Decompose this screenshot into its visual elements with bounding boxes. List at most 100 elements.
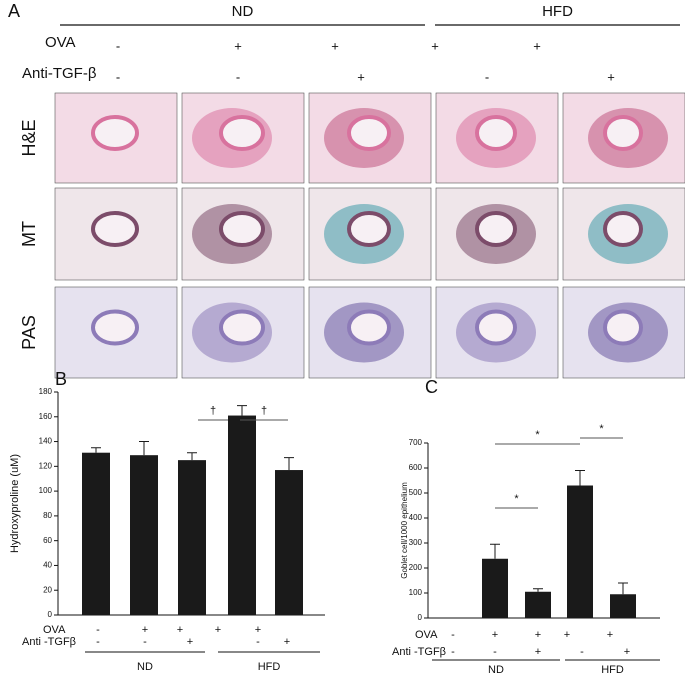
y-tick-label: 80 bbox=[43, 511, 52, 520]
sign: - bbox=[485, 69, 489, 84]
sign: + bbox=[215, 624, 221, 636]
sign: - bbox=[256, 636, 260, 648]
sign: + bbox=[624, 646, 630, 658]
airway bbox=[347, 309, 391, 346]
error-bar bbox=[533, 588, 543, 592]
y-tick-label: 180 bbox=[39, 387, 53, 396]
y-tick-label: 20 bbox=[43, 585, 52, 594]
group-label: HFD bbox=[542, 3, 573, 20]
error-bar bbox=[91, 447, 101, 453]
bar bbox=[130, 455, 158, 615]
significance-label: † bbox=[261, 405, 267, 417]
group-label: ND bbox=[488, 664, 504, 675]
y-tick-label: 100 bbox=[39, 486, 53, 495]
airway bbox=[91, 309, 139, 346]
y-axis-label: Goblet cell/1000 epithelium bbox=[400, 482, 409, 579]
sign: + bbox=[177, 624, 183, 636]
sign: - bbox=[451, 646, 455, 658]
tiles bbox=[54, 92, 685, 379]
row-label: OVA bbox=[415, 629, 438, 641]
sign: + bbox=[234, 38, 242, 53]
airway bbox=[91, 115, 139, 151]
airway bbox=[603, 115, 643, 151]
y-tick-label: 120 bbox=[39, 461, 53, 470]
y-tick-label: 600 bbox=[409, 463, 423, 472]
panel-label: C bbox=[425, 377, 438, 397]
sign: + bbox=[255, 624, 261, 636]
group-label: HFD bbox=[258, 661, 281, 673]
error-bar bbox=[237, 405, 247, 416]
y-tick-label: 40 bbox=[43, 561, 52, 570]
stain-label: H&E bbox=[19, 119, 39, 156]
y-tick-label: 200 bbox=[409, 563, 423, 572]
error-bar bbox=[139, 441, 149, 456]
airway bbox=[475, 211, 517, 247]
stain-label: MT bbox=[19, 221, 39, 247]
significance-label: † bbox=[210, 405, 216, 417]
y-axis-label: Hydroxyproline (uM) bbox=[9, 454, 21, 553]
bar bbox=[275, 470, 303, 615]
y-tick-label: 140 bbox=[39, 437, 53, 446]
bar bbox=[482, 558, 508, 618]
sign: + bbox=[533, 38, 541, 53]
group-label: HFD bbox=[601, 664, 624, 675]
airway bbox=[219, 309, 265, 346]
significance-label: * bbox=[599, 423, 604, 435]
panel-label: B bbox=[55, 369, 67, 389]
airway bbox=[91, 211, 139, 247]
bar bbox=[525, 591, 551, 618]
sign: - bbox=[236, 69, 240, 84]
y-tick-label: 60 bbox=[43, 536, 52, 545]
significance-label: * bbox=[535, 429, 540, 441]
row-label: OVA bbox=[45, 34, 76, 51]
bar bbox=[567, 485, 593, 618]
bar bbox=[610, 594, 636, 618]
sign: + bbox=[284, 636, 290, 648]
row-label: OVA bbox=[43, 624, 66, 636]
bar bbox=[178, 460, 206, 615]
airway bbox=[347, 211, 391, 247]
airway bbox=[475, 115, 517, 151]
stain-label: PAS bbox=[19, 315, 39, 350]
airway bbox=[347, 115, 391, 151]
airway bbox=[603, 309, 643, 346]
row-label: Anti-TGF-β bbox=[22, 65, 97, 82]
sign: - bbox=[451, 629, 455, 641]
y-tick-label: 500 bbox=[409, 488, 423, 497]
error-bar bbox=[187, 452, 197, 461]
sign: - bbox=[96, 624, 100, 636]
sign: - bbox=[116, 69, 120, 84]
y-tick-label: 400 bbox=[409, 513, 423, 522]
sign: + bbox=[535, 646, 541, 658]
sign: - bbox=[580, 646, 584, 658]
sign: - bbox=[493, 646, 497, 658]
group-label: ND bbox=[232, 3, 254, 20]
y-tick-label: 700 bbox=[409, 438, 423, 447]
sign: + bbox=[607, 629, 613, 641]
sign: + bbox=[142, 624, 148, 636]
sign: + bbox=[535, 629, 541, 641]
panel-label: A bbox=[8, 1, 20, 21]
group-label: ND bbox=[137, 661, 153, 673]
error-bar bbox=[575, 470, 585, 486]
significance-label: * bbox=[514, 493, 519, 505]
error-bar bbox=[490, 543, 500, 559]
sign: + bbox=[187, 636, 193, 648]
airway bbox=[219, 115, 265, 151]
airway bbox=[603, 211, 643, 247]
row-label: Anti -TGFβ bbox=[22, 636, 76, 648]
y-tick-label: 160 bbox=[39, 412, 53, 421]
sign: + bbox=[564, 629, 570, 641]
sign: - bbox=[143, 636, 147, 648]
bar bbox=[228, 415, 256, 615]
sign: + bbox=[607, 69, 615, 84]
row-label: Anti -TGFβ bbox=[392, 646, 446, 658]
y-tick-label: 300 bbox=[409, 538, 423, 547]
error-bar bbox=[618, 582, 628, 595]
y-tick-label: 100 bbox=[409, 588, 423, 597]
sign: + bbox=[431, 38, 439, 53]
sign: + bbox=[492, 629, 498, 641]
error-bar bbox=[284, 457, 294, 471]
sign: + bbox=[331, 38, 339, 53]
